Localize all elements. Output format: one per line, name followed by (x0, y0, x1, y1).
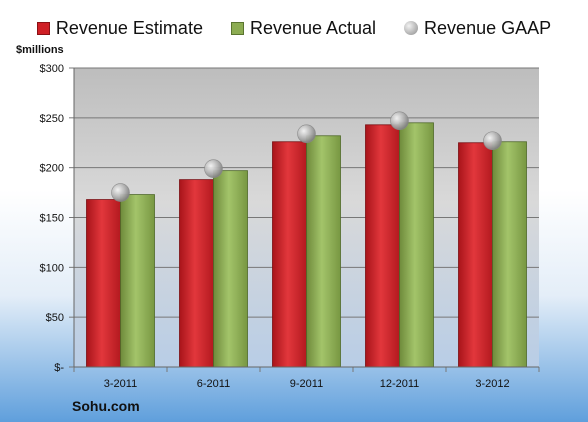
marker-revenue-gaap (483, 131, 502, 151)
y-tick-label: $150 (40, 213, 64, 225)
bars-group (86, 111, 527, 368)
marker-revenue-gaap (111, 183, 130, 202)
bar-revenue-estimate (365, 124, 400, 368)
legend-swatch-actual (230, 21, 244, 35)
legend-label-gaap: Revenue GAAP (424, 17, 552, 38)
y-tick-label: $300 (40, 63, 64, 75)
legend-item-gaap: Revenue GAAP (404, 18, 551, 39)
y-tick-label: $100 (40, 262, 64, 274)
legend-item-actual: Revenue Actual (230, 17, 377, 39)
y-tick-label: $- (54, 362, 64, 374)
y-axis: $- $50 $100 $150 $200 $250 $300 (40, 63, 75, 374)
company-name: Sohu.com (72, 398, 140, 414)
x-tick-label: 3-2011 (104, 378, 137, 390)
bar-revenue-estimate (86, 199, 121, 368)
marker-revenue-gaap (297, 124, 316, 144)
legend-swatch-estimate (36, 21, 50, 35)
y-tick-label: $250 (40, 113, 64, 125)
bar-revenue-actual (120, 194, 155, 368)
bar-revenue-estimate (458, 142, 493, 368)
marker-revenue-gaap (390, 111, 409, 131)
marker-revenue-gaap (204, 159, 223, 178)
legend-item-estimate: Revenue Estimate (36, 17, 203, 39)
legend-marker-gaap (404, 21, 419, 35)
x-axis: 3-2011 6-2011 9-2011 12-2011 3-2012 (73, 366, 540, 390)
y-tick-label: $200 (40, 163, 64, 175)
bar-revenue-actual (492, 141, 527, 368)
x-tick-label: 12-2011 (380, 378, 420, 390)
legend-label-actual: Revenue Actual (249, 17, 377, 38)
x-tick-label: 6-2011 (197, 378, 230, 390)
bar-revenue-actual (306, 135, 341, 368)
x-tick-label: 9-2011 (290, 378, 323, 390)
y-axis-unit-label: $millions (16, 44, 64, 56)
bar-revenue-actual (399, 122, 434, 368)
legend-label-estimate: Revenue Estimate (55, 17, 203, 38)
bar-revenue-actual (213, 170, 248, 368)
legend: Revenue Estimate Revenue Actual Revenue … (0, 16, 588, 40)
y-tick-label: $50 (46, 312, 64, 324)
x-tick-label: 3-2012 (475, 378, 509, 390)
bar-revenue-estimate (272, 141, 307, 368)
bar-revenue-estimate (179, 179, 214, 368)
